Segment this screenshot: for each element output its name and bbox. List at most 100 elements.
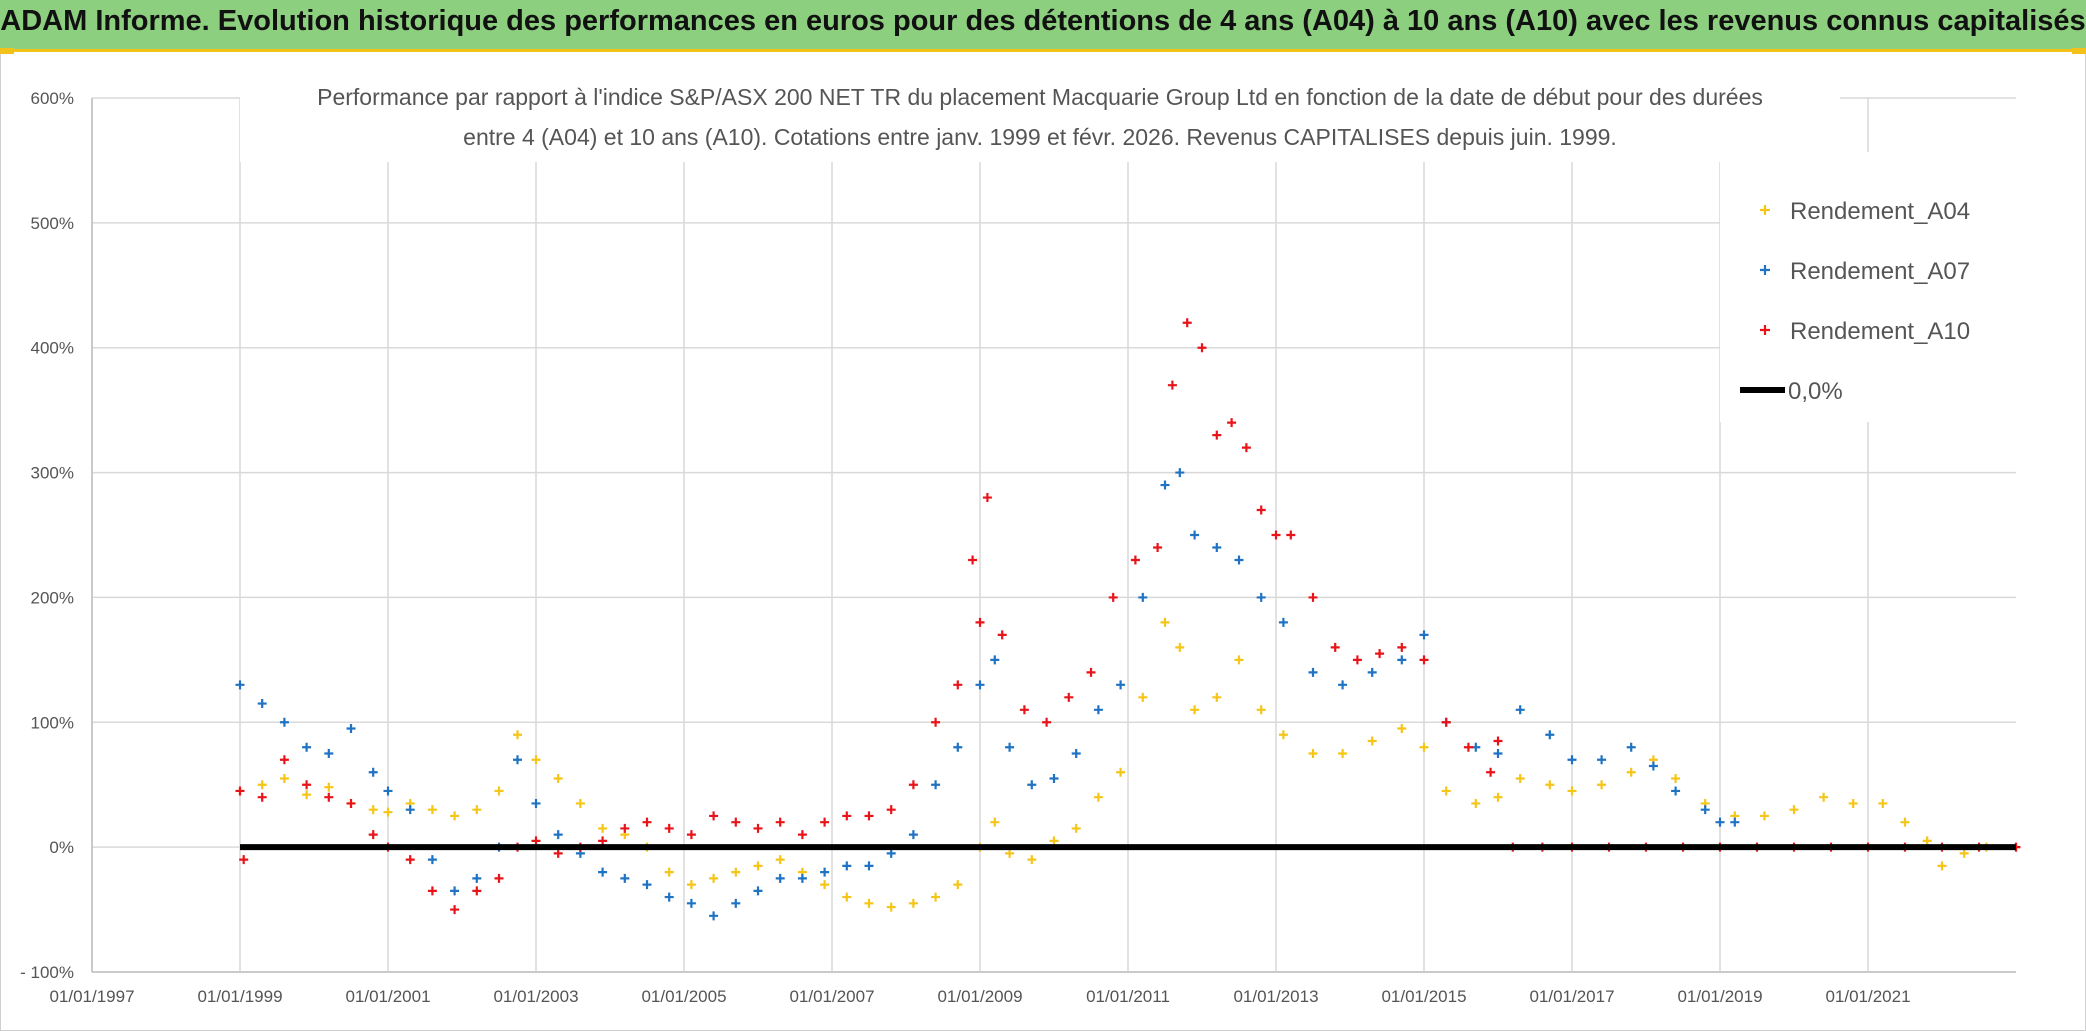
data-point-A07: [1278, 617, 1288, 627]
data-point-A10: [1463, 742, 1473, 752]
data-point-A04: [886, 902, 896, 912]
x-tick-label: 01/01/2013: [1233, 987, 1318, 1006]
data-point-A04: [1759, 811, 1769, 821]
data-point-A10: [1042, 717, 1052, 727]
data-point-A10: [531, 836, 541, 846]
data-point-A10: [1086, 667, 1096, 677]
data-point-A04: [1160, 617, 1170, 627]
data-point-A04: [1338, 749, 1348, 758]
data-point-A10: [1419, 655, 1429, 665]
data-point-A04: [908, 898, 918, 908]
data-point-A07: [1648, 761, 1658, 771]
data-point-A04: [1256, 705, 1266, 715]
data-point-A10: [842, 811, 852, 821]
data-point-A07: [1567, 755, 1577, 765]
data-point-A07: [908, 830, 918, 840]
data-point-A10: [1271, 530, 1281, 540]
x-tick-label: 01/01/2005: [641, 987, 726, 1006]
data-point-A04: [257, 780, 267, 790]
data-point-A04: [1626, 767, 1636, 777]
data-point-A07: [472, 873, 482, 883]
data-point-A10: [368, 830, 378, 840]
data-point-A07: [709, 911, 719, 921]
data-point-A10: [598, 836, 608, 846]
data-point-A04: [1138, 692, 1148, 702]
data-point-A07: [842, 861, 852, 871]
data-point-A10: [968, 555, 978, 565]
data-point-A07: [1212, 542, 1222, 552]
data-point-A10: [1486, 767, 1496, 777]
data-point-A10: [1441, 717, 1451, 727]
y-axis-ticks: 600% 500% 400% 300% 200% 100% 0% - 100%: [20, 89, 74, 982]
chart-title-line1: Performance par rapport à l'indice S&P/A…: [317, 84, 1763, 110]
data-point-A04: [931, 892, 941, 902]
data-point-A07: [1027, 780, 1037, 790]
data-point-A04: [324, 782, 334, 792]
data-point-A07: [383, 786, 393, 796]
data-point-A07: [1116, 680, 1126, 690]
data-point-A07: [279, 717, 289, 727]
x-tick-label: 01/01/2019: [1677, 987, 1762, 1006]
data-point-A04: [1959, 848, 1969, 858]
data-point-A10: [908, 780, 918, 790]
data-point-A07: [1545, 730, 1555, 740]
data-point-A07: [1515, 705, 1525, 715]
data-point-A04: [1027, 855, 1037, 865]
data-point-A04: [1878, 798, 1888, 808]
data-point-A10: [1256, 505, 1266, 515]
data-point-A04: [1937, 861, 1947, 871]
y-tick-label: 100%: [31, 713, 74, 732]
data-point-A04: [820, 880, 830, 890]
data-point-A04: [664, 867, 674, 877]
data-point-A07: [620, 873, 630, 883]
header-banner: ADAM Informe. Evolution historique des p…: [0, 0, 2086, 52]
data-point-A04: [1116, 767, 1126, 777]
data-point-A04: [279, 773, 289, 783]
data-point-A10: [235, 786, 245, 796]
data-point-A10: [239, 855, 249, 865]
data-point-A04: [1515, 773, 1525, 783]
data-point-A07: [531, 798, 541, 808]
performance-chart: 600% 500% 400% 300% 200% 100% 0% - 100% 01/01/1…: [20, 80, 2021, 1006]
data-point-A04: [1367, 736, 1377, 746]
chart-legend: Rendement_A04 Rendement_A07 Rendement_A10 0…: [1720, 152, 2020, 422]
data-point-A07: [953, 742, 963, 752]
data-point-A04: [598, 823, 608, 833]
data-point-A04: [1922, 836, 1932, 846]
data-point-A10: [553, 848, 563, 858]
data-point-A04: [1419, 742, 1429, 752]
data-point-A04: [1819, 792, 1829, 802]
data-point-A10: [1493, 736, 1503, 746]
data-point-A10: [1227, 418, 1237, 428]
data-point-A10: [1167, 380, 1177, 390]
data-point-A10: [450, 905, 460, 915]
data-point-A10: [709, 811, 719, 821]
data-point-A07: [1175, 468, 1185, 478]
x-tick-label: 01/01/2017: [1529, 987, 1614, 1006]
data-point-A04: [1848, 798, 1858, 808]
data-point-A04: [1397, 724, 1407, 734]
data-point-A10: [257, 792, 267, 802]
data-point-A07: [235, 680, 245, 690]
y-tick-label: 200%: [31, 588, 74, 607]
data-point-A10: [279, 755, 289, 765]
data-point-A07: [598, 867, 608, 877]
data-point-A07: [257, 699, 267, 709]
legend-marker-A10: [1760, 325, 1770, 335]
data-point-A07: [1338, 680, 1348, 690]
banner-corner-right: [2072, 48, 2086, 54]
data-point-A07: [686, 898, 696, 908]
data-point-A07: [450, 886, 460, 896]
y-tick-label: 0%: [49, 838, 74, 857]
data-point-A04: [1093, 792, 1103, 802]
legend-marker-A04: [1760, 205, 1770, 215]
data-point-A10: [1019, 705, 1029, 715]
x-tick-label: 01/01/2015: [1381, 987, 1466, 1006]
data-point-A04: [383, 807, 393, 817]
data-point-A10: [472, 886, 482, 896]
legend-label-A04: Rendement_A04: [1790, 198, 1970, 225]
data-point-A10: [797, 830, 807, 840]
data-point-A10: [324, 792, 334, 802]
legend-label-A10: Rendement_A10: [1790, 318, 1970, 345]
data-point-A10: [997, 630, 1007, 640]
